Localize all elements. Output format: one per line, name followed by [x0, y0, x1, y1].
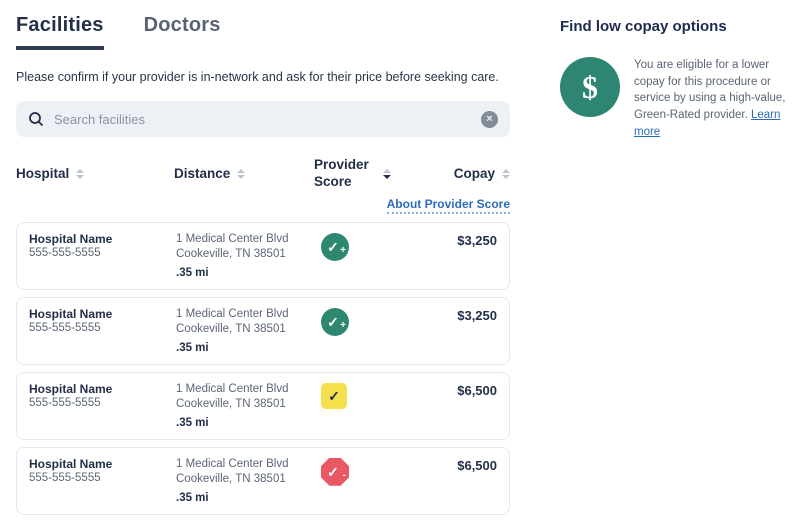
- eligibility-text: You are eligible for a lower copay for t…: [634, 59, 786, 122]
- copay-value: $6,500: [457, 457, 497, 473]
- dollar-icon: $: [560, 57, 620, 117]
- column-header-provider-score[interactable]: Provider Score: [314, 157, 416, 191]
- provider-score-check-icon: ✓: [321, 382, 347, 409]
- address-line2: Cookeville, TN 38501: [176, 322, 286, 335]
- check-glyph: ✓: [327, 238, 339, 255]
- sort-icon: [76, 168, 85, 180]
- score-modifier-glyph: +: [340, 244, 346, 256]
- check-glyph: ✓: [328, 387, 340, 404]
- address-line1: 1 Medical Center Blvd: [176, 307, 289, 320]
- sort-icon: [383, 168, 391, 180]
- facility-row[interactable]: Hospital Name 555-555-5555 1 Medical Cen…: [16, 221, 510, 290]
- hospital-name: Hospital Name: [29, 306, 113, 321]
- search-bar: ×: [16, 101, 510, 137]
- column-label: Distance: [174, 166, 231, 182]
- provider-score-check-plus-icon: ✓ +: [321, 307, 349, 336]
- address-line1: 1 Medical Center Blvd: [176, 457, 289, 470]
- hospital-cell: Hospital Name 555-555-5555: [29, 457, 176, 484]
- distance-cell: 1 Medical Center Blvd Cookeville, TN 385…: [176, 457, 321, 504]
- hospital-cell: Hospital Name 555-555-5555: [29, 232, 176, 259]
- address-line2: Cookeville, TN 38501: [176, 472, 286, 485]
- distance-miles: .35 mi: [176, 416, 209, 429]
- address-line1: 1 Medical Center Blvd: [176, 382, 289, 395]
- score-modifier-glyph: -: [342, 469, 346, 481]
- hospital-name: Hospital Name: [29, 231, 113, 246]
- in-network-notice: Please confirm if your provider is in-ne…: [16, 70, 499, 84]
- search-input[interactable]: [54, 111, 471, 127]
- hospital-phone: 555-555-5555: [29, 471, 101, 484]
- score-modifier-glyph: +: [340, 319, 346, 331]
- table-header: Hospital Distance Provider Score Copay: [16, 157, 510, 191]
- column-label: Hospital: [16, 166, 70, 182]
- column-header-copay[interactable]: Copay: [416, 166, 510, 181]
- hospital-cell: Hospital Name 555-555-5555: [29, 307, 176, 334]
- hospital-phone: 555-555-5555: [29, 321, 101, 334]
- distance-cell: 1 Medical Center Blvd Cookeville, TN 385…: [176, 382, 321, 429]
- facility-row[interactable]: Hospital Name 555-555-5555 1 Medical Cen…: [16, 446, 510, 515]
- score-cell: ✓ +: [321, 307, 418, 336]
- distance-miles: .35 mi: [176, 341, 209, 354]
- low-copay-panel: Find low copay options $ You are eligibl…: [560, 18, 792, 140]
- provider-score-check-plus-icon: ✓ +: [321, 232, 349, 261]
- distance-miles: .35 mi: [176, 266, 209, 279]
- panel-title: Find low copay options: [560, 18, 727, 35]
- distance-cell: 1 Medical Center Blvd Cookeville, TN 385…: [176, 307, 321, 354]
- search-icon: [29, 112, 43, 126]
- facility-row[interactable]: Hospital Name 555-555-5555 1 Medical Cen…: [16, 371, 510, 440]
- score-cell: ✓ -: [321, 457, 418, 486]
- copay-value: $3,250: [457, 232, 497, 248]
- tab-bar: Facilities Doctors: [16, 14, 510, 50]
- address-line2: Cookeville, TN 38501: [176, 397, 286, 410]
- hospital-cell: Hospital Name 555-555-5555: [29, 382, 176, 409]
- tab-facilities[interactable]: Facilities: [16, 14, 104, 50]
- distance-miles: .35 mi: [176, 491, 209, 504]
- provider-score-check-minus-icon: ✓ -: [321, 457, 349, 486]
- copay-value: $3,250: [457, 307, 497, 323]
- tab-doctors[interactable]: Doctors: [143, 14, 221, 36]
- hospital-name: Hospital Name: [29, 456, 113, 471]
- address-line2: Cookeville, TN 38501: [176, 247, 286, 260]
- about-provider-score-link[interactable]: About Provider Score: [386, 197, 510, 214]
- facility-list: Hospital Name 555-555-5555 1 Medical Cen…: [16, 221, 510, 515]
- hospital-phone: 555-555-5555: [29, 396, 101, 409]
- score-cell: ✓ +: [321, 232, 418, 261]
- address-line1: 1 Medical Center Blvd: [176, 232, 289, 245]
- facility-row[interactable]: Hospital Name 555-555-5555 1 Medical Cen…: [16, 296, 510, 365]
- check-glyph: ✓: [327, 463, 339, 480]
- sort-icon: [502, 168, 510, 180]
- column-label: Provider Score: [314, 157, 369, 189]
- column-label: Copay: [453, 166, 495, 182]
- check-glyph: ✓: [327, 313, 339, 330]
- clear-search-icon[interactable]: ×: [481, 110, 498, 128]
- column-header-distance[interactable]: Distance: [174, 166, 314, 181]
- copay-value: $6,500: [457, 382, 497, 398]
- hospital-phone: 555-555-5555: [29, 246, 101, 259]
- sort-icon: [237, 168, 246, 180]
- facilities-panel: Facilities Doctors Please confirm if you…: [16, 14, 510, 522]
- score-cell: ✓: [321, 382, 418, 409]
- learn-more-link[interactable]: Learn more: [634, 109, 781, 138]
- hospital-name: Hospital Name: [29, 381, 113, 396]
- column-header-hospital[interactable]: Hospital: [16, 166, 174, 181]
- about-provider-score-row: About Provider Score: [16, 195, 510, 214]
- distance-cell: 1 Medical Center Blvd Cookeville, TN 385…: [176, 232, 321, 279]
